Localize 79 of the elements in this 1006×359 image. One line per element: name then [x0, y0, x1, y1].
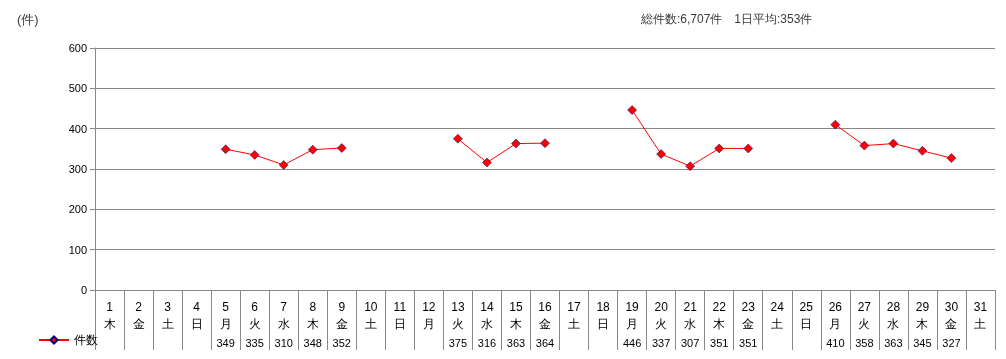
x-tick-label: 16 金 [538, 299, 552, 331]
legend-label: 件数 [74, 333, 98, 347]
x-tick-label: 7 水 [277, 299, 290, 331]
y-tick-label: 300 [68, 163, 87, 175]
point [453, 134, 463, 144]
x-tick-label: 13 火 [451, 299, 465, 331]
x-tick-label: 22 木 [712, 299, 727, 331]
y-tick-label: 200 [68, 203, 87, 216]
x-tick-label: 20 火 [654, 299, 669, 331]
point [685, 161, 695, 171]
x-tick-label: 8 木 [306, 299, 319, 331]
y-axis-title: (件) [17, 12, 39, 27]
data-label: 351 [739, 336, 758, 349]
x-tick-label: 19 月 [625, 299, 640, 331]
data-label: 364 [535, 336, 555, 349]
y-tick-label: 0 [80, 284, 87, 296]
point [307, 144, 318, 155]
x-tick-label: 30 金 [944, 299, 959, 331]
x-tick-label: 29 木 [915, 299, 930, 331]
data-label: 410 [826, 336, 845, 349]
data-label: 307 [680, 336, 700, 349]
point [743, 143, 753, 154]
x-tick-label: 21 水 [683, 299, 698, 331]
x-tick-label: 3 土 [161, 299, 174, 331]
y-tick-label: 400 [68, 122, 87, 135]
x-tick-label: 1 木 [103, 299, 116, 331]
x-tick-label: 17 土 [567, 299, 582, 331]
x-tick-label: 2 金 [132, 299, 145, 331]
point [888, 138, 899, 149]
data-label: 375 [448, 336, 468, 349]
point [540, 138, 550, 148]
x-tick-label: 11 日 [393, 299, 407, 331]
x-tick-label: 26 月 [828, 299, 843, 331]
point [946, 153, 957, 163]
y-tick-label: 500 [68, 82, 87, 95]
x-tick-label: 12 月 [422, 299, 436, 331]
x-tick-label: 23 金 [741, 299, 756, 331]
point [220, 144, 231, 154]
x-tick-label: 15 木 [509, 299, 523, 331]
x-tick-label: 4 日 [190, 299, 203, 331]
x-tick-label: 9 金 [335, 299, 348, 331]
data-label: 327 [942, 336, 961, 349]
x-tick-label: 18 日 [596, 299, 611, 331]
x-tick-label: 28 水 [886, 299, 901, 331]
data-label: 351 [710, 336, 729, 349]
data-label: 358 [855, 336, 874, 349]
point [482, 157, 492, 168]
point [627, 105, 637, 115]
data-label: 352 [332, 336, 351, 349]
point [278, 160, 289, 170]
point [917, 146, 928, 156]
x-tick-label: 24 土 [770, 299, 785, 331]
data-label: 363 [506, 336, 526, 349]
point [249, 150, 260, 160]
y-tick-label: 100 [68, 243, 87, 256]
point [714, 143, 724, 154]
data-label: 446 [622, 336, 642, 349]
x-tick-label: 10 土 [364, 299, 378, 331]
x-tick-label: 27 火 [857, 299, 872, 331]
x-tick-label: 31 土 [973, 299, 988, 331]
point [656, 149, 666, 159]
x-tick-label: 5 月 [219, 299, 232, 331]
data-label: 348 [303, 336, 322, 349]
point [830, 119, 841, 130]
x-tick-label: 14 水 [480, 299, 494, 331]
y-tick-label: 600 [68, 42, 87, 54]
data-label: 335 [245, 336, 264, 349]
point [511, 138, 521, 149]
data-label: 337 [651, 336, 671, 349]
data-label: 349 [216, 336, 235, 349]
point [859, 140, 870, 151]
data-label: 310 [274, 336, 293, 349]
data-label: 363 [884, 336, 903, 349]
data-label: 316 [477, 336, 497, 349]
x-tick-label: 6 火 [248, 299, 261, 331]
text: 総件数:6,707件 1日平均:353件 [640, 12, 813, 26]
x-tick-label: 25 日 [799, 299, 814, 331]
data-label: 345 [913, 336, 932, 349]
point [337, 143, 347, 153]
